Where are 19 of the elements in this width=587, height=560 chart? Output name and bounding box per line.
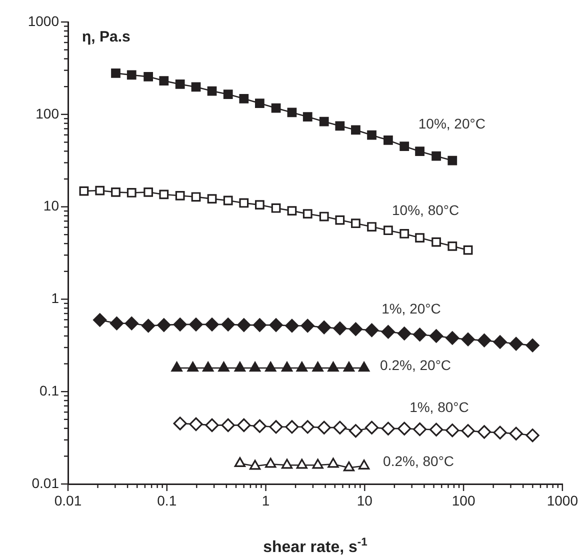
x-tick-label: 1000 — [546, 492, 578, 508]
y-tick-label: 0.1 — [40, 382, 60, 398]
y-tick-label: 100 — [36, 105, 60, 122]
x-tick-label: 0.01 — [54, 492, 82, 508]
x-tick-label: 1 — [262, 492, 270, 508]
series-label: 10%, 80°C — [392, 202, 460, 218]
series-label: 0.2%, 80°C — [383, 452, 454, 469]
series-label: 0.2%, 20°C — [380, 356, 452, 373]
x-tick-label: 10 — [356, 492, 373, 508]
x-tick-label: 100 — [452, 492, 476, 508]
series-label: 1%, 80°C — [410, 399, 469, 416]
y-tick-label: 1 — [51, 290, 60, 306]
y-axis-title: η, Pa.s — [82, 28, 130, 46]
series-label: 1%, 20°C — [382, 300, 441, 316]
series-label: 10%, 20°C — [418, 115, 486, 132]
y-tick-label: 10 — [43, 198, 60, 214]
x-tick-label: 0.1 — [157, 492, 177, 508]
y-tick-label: 1000 — [28, 12, 60, 29]
y-tick-label: 0.01 — [32, 474, 60, 491]
